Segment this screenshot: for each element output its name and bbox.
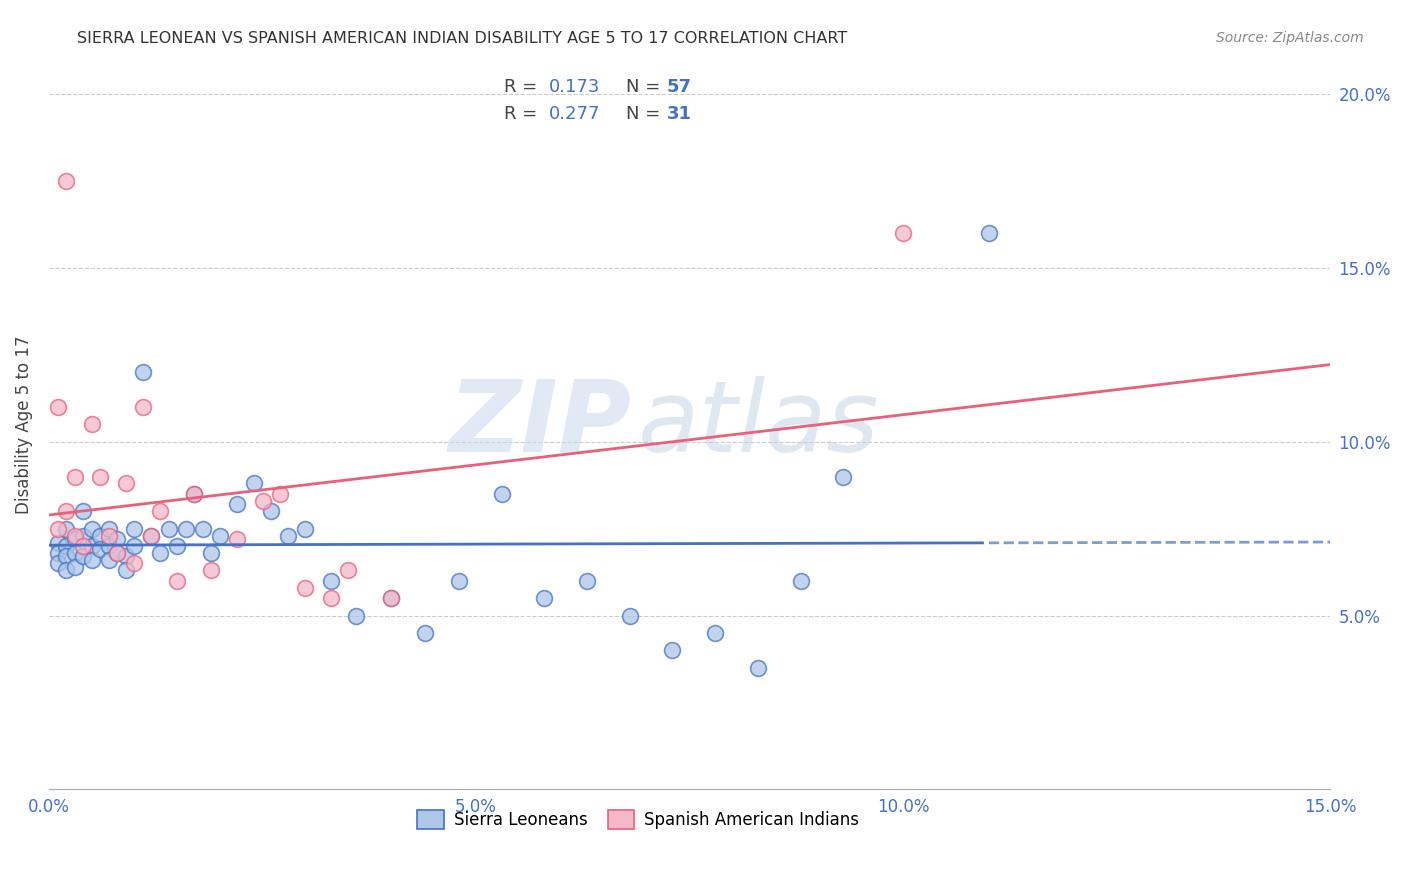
Point xyxy=(661,643,683,657)
Point xyxy=(380,591,402,606)
Point xyxy=(447,574,470,588)
Point xyxy=(157,522,180,536)
Text: atlas: atlas xyxy=(638,376,880,473)
Point xyxy=(269,487,291,501)
Point xyxy=(260,504,283,518)
Point xyxy=(72,504,94,518)
Point xyxy=(55,563,77,577)
Point xyxy=(80,553,103,567)
Legend: Sierra Leoneans, Spanish American Indians: Sierra Leoneans, Spanish American Indian… xyxy=(411,803,866,836)
Point xyxy=(115,563,138,577)
Point xyxy=(97,539,120,553)
Text: Source: ZipAtlas.com: Source: ZipAtlas.com xyxy=(1216,31,1364,45)
Point xyxy=(225,532,247,546)
Point xyxy=(166,574,188,588)
Point xyxy=(294,581,316,595)
Text: N =: N = xyxy=(626,78,665,96)
Point xyxy=(89,469,111,483)
Point xyxy=(63,528,86,542)
Point xyxy=(72,528,94,542)
Point xyxy=(72,539,94,553)
Point xyxy=(105,546,128,560)
Point xyxy=(105,546,128,560)
Point xyxy=(789,574,811,588)
Point xyxy=(252,493,274,508)
Point xyxy=(63,559,86,574)
Point xyxy=(89,542,111,557)
Point xyxy=(346,608,368,623)
Point xyxy=(46,557,69,571)
Point xyxy=(380,591,402,606)
Point xyxy=(97,522,120,536)
Point xyxy=(55,504,77,518)
Point xyxy=(191,522,214,536)
Point xyxy=(55,539,77,553)
Text: SIERRA LEONEAN VS SPANISH AMERICAN INDIAN DISABILITY AGE 5 TO 17 CORRELATION CHA: SIERRA LEONEAN VS SPANISH AMERICAN INDIA… xyxy=(77,31,848,46)
Y-axis label: Disability Age 5 to 17: Disability Age 5 to 17 xyxy=(15,335,32,514)
Point xyxy=(200,563,222,577)
Point xyxy=(141,528,163,542)
Point xyxy=(55,522,77,536)
Point xyxy=(704,625,727,640)
Point xyxy=(124,557,146,571)
Point xyxy=(243,476,266,491)
Point xyxy=(336,563,359,577)
Point xyxy=(124,522,146,536)
Point xyxy=(80,539,103,553)
Point xyxy=(55,549,77,564)
Point xyxy=(294,522,316,536)
Point xyxy=(97,553,120,567)
Point xyxy=(319,591,342,606)
Point xyxy=(105,532,128,546)
Text: R =: R = xyxy=(503,78,543,96)
Point xyxy=(132,400,155,414)
Point xyxy=(319,574,342,588)
Point xyxy=(225,497,247,511)
Point xyxy=(115,549,138,564)
Point xyxy=(63,546,86,560)
Point xyxy=(72,549,94,564)
Text: 31: 31 xyxy=(666,105,692,123)
Point xyxy=(183,487,205,501)
Text: 0.173: 0.173 xyxy=(548,78,600,96)
Point xyxy=(80,417,103,432)
Point xyxy=(413,625,436,640)
Point xyxy=(46,522,69,536)
Point xyxy=(115,476,138,491)
Point xyxy=(63,532,86,546)
Point xyxy=(80,522,103,536)
Point xyxy=(141,528,163,542)
Point xyxy=(46,546,69,560)
Point xyxy=(977,227,1000,241)
Point xyxy=(277,528,299,542)
Point xyxy=(149,504,172,518)
Point xyxy=(533,591,555,606)
Text: 0.277: 0.277 xyxy=(548,105,600,123)
Point xyxy=(491,487,513,501)
Point xyxy=(208,528,231,542)
Point xyxy=(619,608,641,623)
Point xyxy=(124,539,146,553)
Point xyxy=(149,546,172,560)
Point xyxy=(576,574,599,588)
Point xyxy=(55,174,77,188)
Point xyxy=(174,522,197,536)
Text: ZIP: ZIP xyxy=(449,376,631,473)
Point xyxy=(200,546,222,560)
Text: N =: N = xyxy=(626,105,665,123)
Point xyxy=(132,365,155,379)
Point xyxy=(97,528,120,542)
Point xyxy=(183,487,205,501)
Point xyxy=(747,660,769,674)
Point xyxy=(46,535,69,549)
Text: 57: 57 xyxy=(666,78,692,96)
Point xyxy=(46,400,69,414)
Point xyxy=(63,469,86,483)
Text: R =: R = xyxy=(503,105,543,123)
Point xyxy=(89,528,111,542)
Point xyxy=(166,539,188,553)
Point xyxy=(891,227,914,241)
Point xyxy=(832,469,855,483)
